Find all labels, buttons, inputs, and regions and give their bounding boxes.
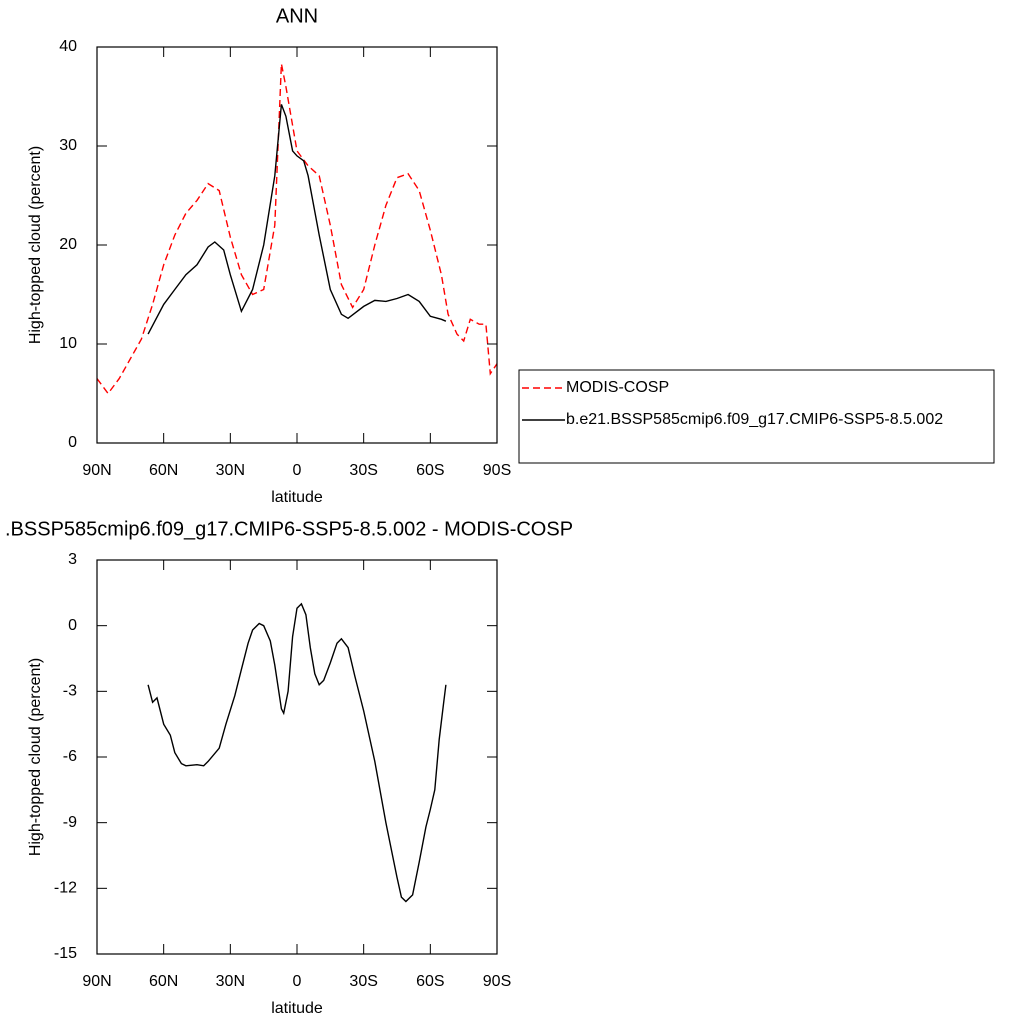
chart-title: ANN <box>276 5 318 27</box>
x-tick-label: 90N <box>82 973 111 990</box>
y-tick-label: -12 <box>54 880 77 897</box>
legend-label: b.e21.BSSP585cmip6.f09_g17.CMIP6-SSP5-8.… <box>566 411 943 428</box>
legend-box <box>518 369 995 464</box>
y-tick-label: 10 <box>59 335 77 352</box>
y-tick-label: -9 <box>63 814 77 831</box>
x-tick-label: 90N <box>82 462 111 479</box>
x-tick-label: 60S <box>416 462 444 479</box>
x-tick-label: 90S <box>483 462 511 479</box>
data-line <box>147 104 447 335</box>
x-tick-label: 30S <box>349 462 377 479</box>
plot-frame <box>96 559 498 955</box>
x-tick-label: 30S <box>349 973 377 990</box>
plot-frame <box>96 46 498 444</box>
y-tick-label: 3 <box>68 551 77 568</box>
x-tick-label: 0 <box>293 973 302 990</box>
x-tick-label: 60S <box>416 973 444 990</box>
y-tick-label: -3 <box>63 683 77 700</box>
x-tick-label: 60N <box>149 973 178 990</box>
data-line <box>147 602 447 903</box>
y-tick-label: 0 <box>68 617 77 634</box>
y-tick-label: -6 <box>63 748 77 765</box>
y-tick-label: 20 <box>59 236 77 253</box>
x-tick-label: 90S <box>483 973 511 990</box>
x-tick-label: 60N <box>149 462 178 479</box>
x-tick-label: 30N <box>216 462 245 479</box>
x-tick-label: 30N <box>216 973 245 990</box>
x-axis-label: latitude <box>271 489 323 506</box>
legend-label: MODIS-COSP <box>566 379 669 396</box>
x-axis-label: latitude <box>271 1000 323 1017</box>
chart-title: .BSSP585cmip6.f09_g17.CMIP6-SSP5-8.5.002… <box>5 518 573 540</box>
y-tick-label: 0 <box>68 434 77 451</box>
x-tick-label: 0 <box>293 462 302 479</box>
y-axis-label: High-topped cloud (percent) <box>27 658 44 856</box>
y-tick-label: -15 <box>54 945 77 962</box>
data-line <box>96 63 498 395</box>
y-tick-label: 30 <box>59 137 77 154</box>
y-tick-label: 40 <box>59 38 77 55</box>
y-axis-label: High-topped cloud (percent) <box>27 146 44 344</box>
